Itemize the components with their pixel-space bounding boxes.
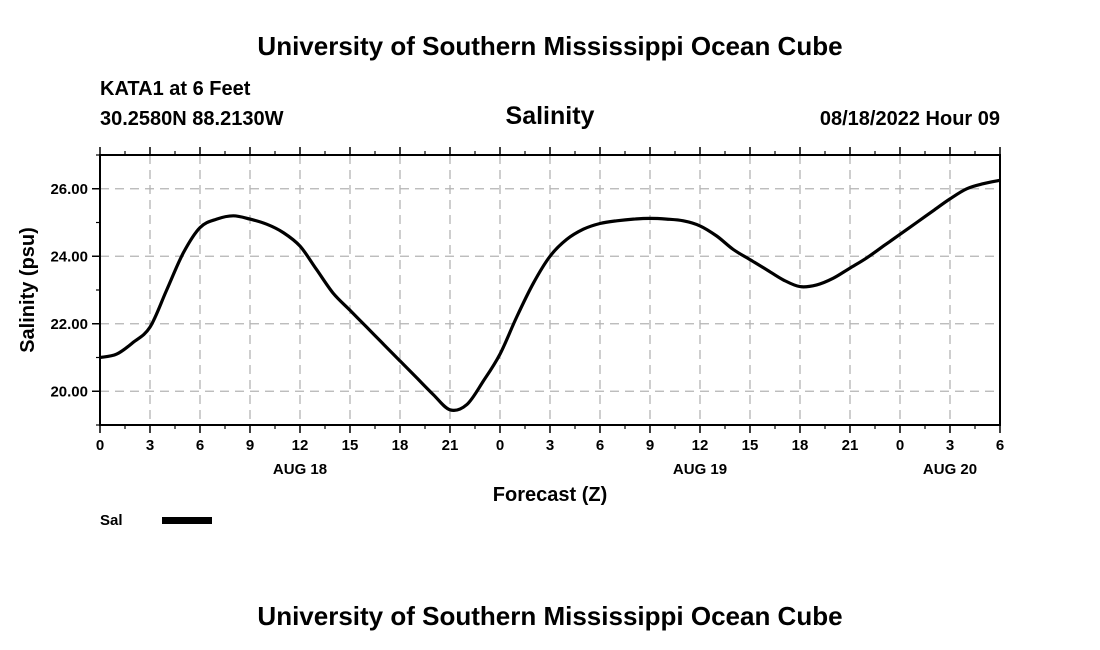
legend: Sal <box>100 512 212 529</box>
tick-labels: 0 3 6 9 12 15 18 21 0 3 6 9 12 15 18 21 0 3 6 AUG 18 AUG 19 A… <box>50 181 1004 478</box>
x-tick-label: 18 <box>392 437 409 454</box>
x-tick-label: 6 <box>996 437 1004 454</box>
axis-ticks <box>92 147 1001 433</box>
y-tick-label: 22.00 <box>50 316 88 333</box>
date-label: AUG 20 <box>923 461 977 478</box>
forecast-timestamp: 08/18/2022 Hour 09 <box>820 108 1000 130</box>
legend-label: Sal <box>100 512 123 529</box>
x-tick-label: 21 <box>842 437 859 454</box>
station-coordinates: 30.2580N 88.2130W <box>100 108 284 130</box>
y-tick-label: 26.00 <box>50 181 88 198</box>
chart-title: Salinity <box>506 102 595 130</box>
series-layer <box>99 178 1001 412</box>
x-tick-label: 15 <box>342 437 359 454</box>
x-tick-label: 9 <box>246 437 254 454</box>
x-tick-label: 9 <box>646 437 654 454</box>
x-tick-label: 3 <box>146 437 154 454</box>
x-tick-label: 6 <box>596 437 604 454</box>
y-tick-label: 20.00 <box>50 383 88 400</box>
legend-swatch <box>162 517 212 524</box>
x-tick-label: 0 <box>96 437 104 454</box>
x-tick-label: 3 <box>546 437 554 454</box>
date-label: AUG 18 <box>273 461 327 478</box>
y-axis-label: Salinity (psu) <box>17 227 39 353</box>
x-tick-label: 21 <box>442 437 459 454</box>
footer-title: University of Southern Mississippi Ocean… <box>257 601 842 631</box>
x-tick-label: 6 <box>196 437 204 454</box>
page-title: University of Southern Mississippi Ocean… <box>257 31 842 61</box>
station-label: KATA1 at 6 Feet <box>100 78 251 100</box>
y-tick-label: 24.00 <box>50 248 88 265</box>
x-axis-label: Forecast (Z) <box>493 484 607 506</box>
x-tick-label: 3 <box>946 437 954 454</box>
x-tick-label: 15 <box>742 437 759 454</box>
x-tick-label: 0 <box>896 437 904 454</box>
x-tick-label: 12 <box>292 437 309 454</box>
x-tick-label: 12 <box>692 437 709 454</box>
x-tick-label: 18 <box>792 437 809 454</box>
gridlines <box>100 155 1000 425</box>
x-tick-label: 0 <box>496 437 504 454</box>
date-label: AUG 19 <box>673 461 727 478</box>
plot-frame <box>99 154 1001 426</box>
